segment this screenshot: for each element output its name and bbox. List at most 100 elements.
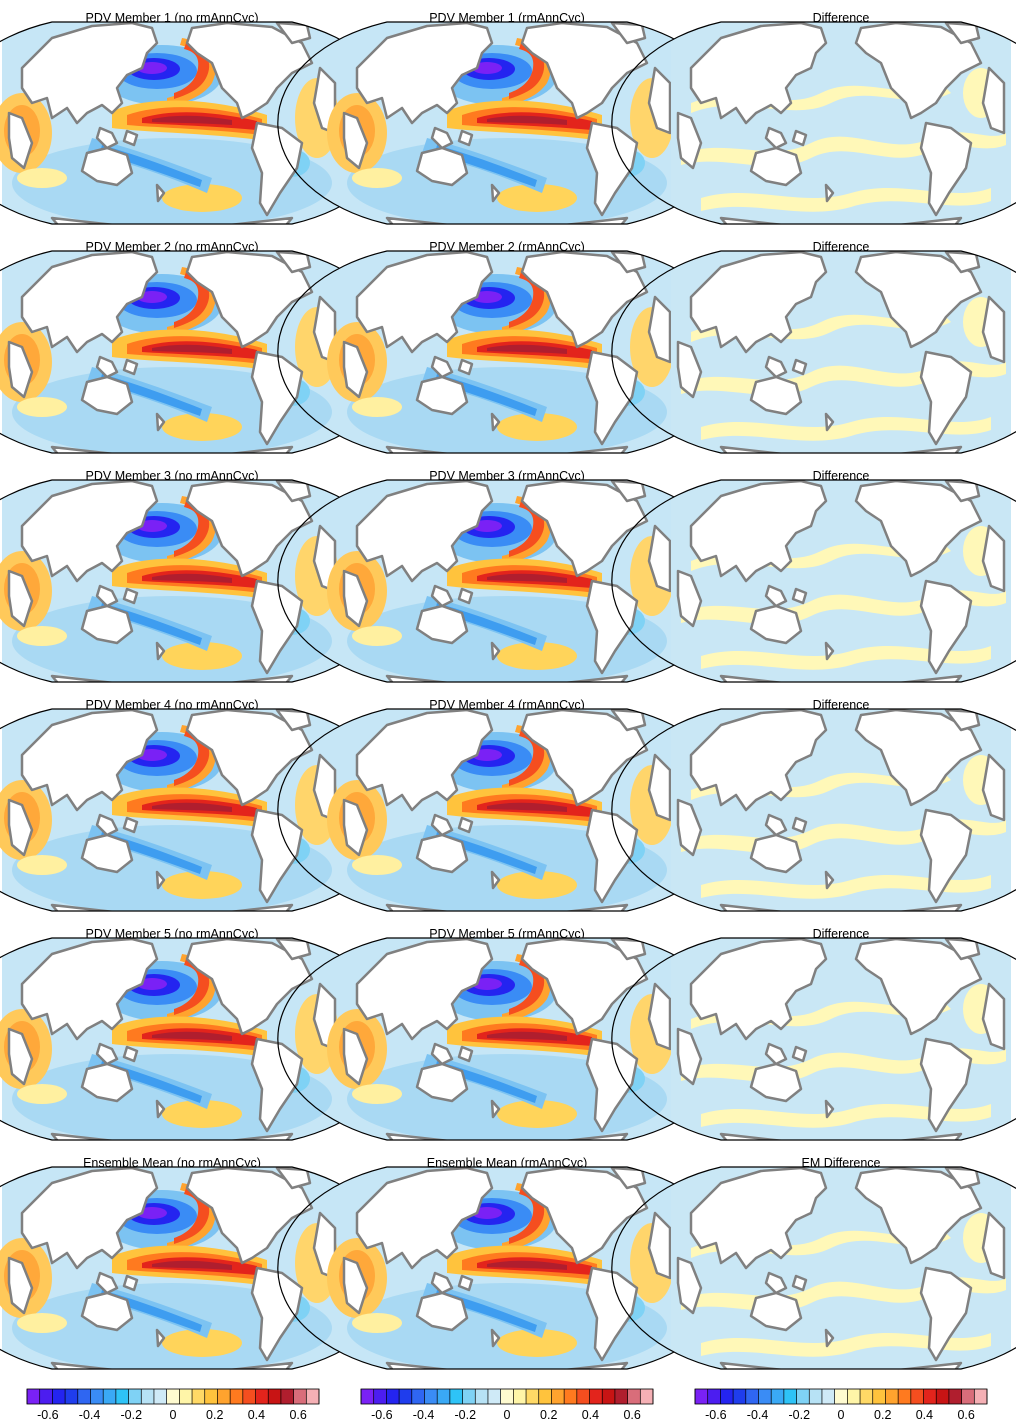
map-panel-row2-difference: Difference — [611, 240, 1016, 454]
colorbar-swatch — [462, 1389, 476, 1404]
colorbar-swatch — [898, 1389, 912, 1404]
colorbar-swatch — [411, 1389, 425, 1404]
colorbar-swatch — [437, 1389, 451, 1404]
colorbar-swatch — [720, 1389, 734, 1404]
colorbar-swatch — [361, 1389, 374, 1404]
colorbar-swatch — [809, 1389, 823, 1404]
colorbar-swatch — [39, 1389, 53, 1404]
map-panel-row5-difference: Difference — [611, 927, 1016, 1141]
colorbar-swatch — [153, 1389, 167, 1404]
colorbar-swatch — [733, 1389, 747, 1404]
colorbar-swatch — [847, 1389, 861, 1404]
colorbar-swatch — [860, 1389, 874, 1404]
colorbar-swatch — [386, 1389, 400, 1404]
colorbar-difference: -0.6 -0.4 -0.2 0 0.2 0.4 0.6 — [694, 1388, 988, 1422]
colorbar-swatch — [640, 1389, 654, 1404]
colorbar-swatch — [179, 1389, 193, 1404]
colorbar-swatch — [513, 1389, 527, 1404]
colorbar-swatch — [758, 1389, 772, 1404]
colorbar-swatch — [306, 1389, 320, 1404]
colorbar-swatch — [872, 1389, 886, 1404]
colorbar-swatch — [961, 1389, 975, 1404]
colorbar-tick-label: -0.2 — [789, 1408, 811, 1422]
colorbar-swatch — [77, 1389, 91, 1404]
colorbar-swatch — [526, 1389, 540, 1404]
colorbar-swatch — [293, 1389, 307, 1404]
colorbar-tick-label: -0.2 — [455, 1408, 477, 1422]
colorbar-swatch — [589, 1389, 603, 1404]
colorbar-frame — [26, 1388, 320, 1405]
colorbar-tick-label: 0.4 — [248, 1408, 265, 1422]
colorbar-swatch — [242, 1389, 256, 1404]
map-border — [611, 937, 1016, 1141]
map-panel-row1-difference: Difference — [611, 11, 1016, 225]
colorbar-tick-label: -0.4 — [79, 1408, 101, 1422]
difference-map — [611, 250, 1016, 454]
map-border — [611, 479, 1016, 683]
map-border — [611, 21, 1016, 225]
colorbar-tick-label: 0.6 — [957, 1408, 974, 1422]
colorbar-swatch — [192, 1389, 206, 1404]
colorbar-swatch — [695, 1389, 708, 1404]
colorbar-swatch — [614, 1389, 628, 1404]
difference-map — [611, 21, 1016, 225]
colorbar-swatch — [103, 1389, 117, 1404]
colorbar-tick-label: -0.6 — [705, 1408, 727, 1422]
colorbar-swatch — [551, 1389, 565, 1404]
colorbar-swatch — [910, 1389, 924, 1404]
colorbar-swatch — [745, 1389, 759, 1404]
colorbar-tick-label: -0.6 — [371, 1408, 393, 1422]
map-border — [611, 1166, 1016, 1370]
colorbar-swatch — [771, 1389, 785, 1404]
colorbar-swatch — [602, 1389, 616, 1404]
colorbar-swatch — [796, 1389, 810, 1404]
colorbar-swatch — [475, 1389, 489, 1404]
colorbar-swatch — [576, 1389, 590, 1404]
colorbar-swatch — [936, 1389, 950, 1404]
map-panel-row6-difference: EM Difference — [611, 1156, 1016, 1370]
difference-map — [611, 708, 1016, 912]
colorbar-swatch — [373, 1389, 387, 1404]
map-panel-row3-difference: Difference — [611, 469, 1016, 683]
colorbar-swatch — [707, 1389, 721, 1404]
colorbar-swatch — [821, 1389, 835, 1404]
colorbar-swatch — [255, 1389, 269, 1404]
colorbar-swatch — [974, 1389, 988, 1404]
difference-map — [611, 937, 1016, 1141]
colorbar-frame — [360, 1388, 654, 1405]
colorbar-swatch — [128, 1389, 142, 1404]
colorbar-swatch — [500, 1389, 514, 1404]
colorbar-tick-label: -0.4 — [747, 1408, 769, 1422]
colorbar-swatch — [230, 1389, 244, 1404]
colorbar-frame — [694, 1388, 988, 1405]
colorbar-no-rmanncyc: -0.6 -0.4 -0.2 0 0.2 0.4 0.6 — [26, 1388, 320, 1422]
colorbar-swatch — [399, 1389, 413, 1404]
colorbar-swatch — [65, 1389, 79, 1404]
colorbar-tick-label: 0.4 — [916, 1408, 933, 1422]
colorbar-swatch — [204, 1389, 218, 1404]
colorbar-swatch — [268, 1389, 282, 1404]
colorbar-rmanncyc: -0.6 -0.4 -0.2 0 0.2 0.4 0.6 — [360, 1388, 654, 1422]
colorbar-swatch — [487, 1389, 501, 1404]
colorbar-tick-label: -0.2 — [121, 1408, 143, 1422]
colorbar-swatch — [538, 1389, 552, 1404]
colorbar-swatch — [948, 1389, 962, 1404]
colorbar-tick-label: -0.4 — [413, 1408, 435, 1422]
colorbar-tick-label: 0.2 — [206, 1408, 223, 1422]
colorbar-swatch — [449, 1389, 463, 1404]
colorbar-tick-label: 0.6 — [289, 1408, 306, 1422]
colorbar-swatch — [885, 1389, 899, 1404]
difference-map — [611, 479, 1016, 683]
colorbar-tick-label: 0.4 — [582, 1408, 599, 1422]
colorbar-swatch — [834, 1389, 848, 1404]
colorbar-swatch — [217, 1389, 231, 1404]
colorbar-tick-label: 0.2 — [874, 1408, 891, 1422]
colorbar-tick-label: 0 — [504, 1408, 511, 1422]
colorbar-tick-label: 0.2 — [540, 1408, 557, 1422]
colorbar-tick-label: -0.6 — [37, 1408, 59, 1422]
colorbar-tick-label: 0 — [838, 1408, 845, 1422]
colorbar-swatch — [923, 1389, 937, 1404]
colorbar-swatch — [115, 1389, 129, 1404]
colorbar-tick-label: 0.6 — [623, 1408, 640, 1422]
colorbar-swatch — [564, 1389, 578, 1404]
